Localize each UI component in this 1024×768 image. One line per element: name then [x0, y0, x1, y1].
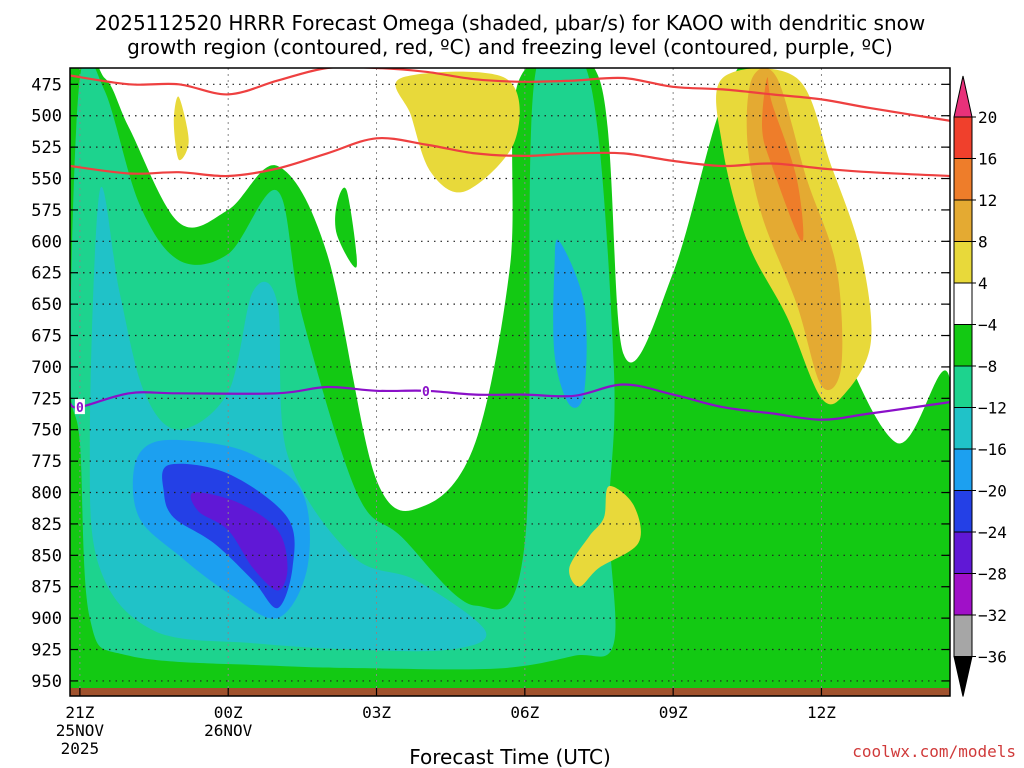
freezing-level-contour: [70, 383, 950, 421]
omega-region-12: [335, 187, 357, 268]
omega-shaded-regions: [70, 68, 950, 696]
colorbar-label-11: −28: [978, 565, 1007, 584]
chart-title-line-2: growth region (contoured, red, ºC) and f…: [127, 35, 893, 59]
colorbar-segment-13: [953, 614, 973, 657]
x-axis-label: Forecast Time (UTC): [409, 745, 611, 768]
colorbar: 20 16 12 8 4 −4 −8 −12 −16 −20 −24 −28 −32 −36: [953, 75, 1007, 697]
y-tick-label-675: 675: [31, 327, 62, 347]
y-tick-label-525: 525: [31, 138, 62, 158]
colorbar-segment-9: [953, 448, 973, 491]
contour-lines: 00: [70, 68, 950, 421]
colorbar-top-arrow: [953, 75, 973, 118]
freezing-label-bg-1: [420, 382, 431, 398]
colorbar-label-12: −32: [978, 606, 1007, 625]
y-tick-label-575: 575: [31, 201, 62, 221]
colorbar-segment-1: [953, 116, 973, 159]
dgz-contour-lower: [70, 136, 950, 178]
x-tick-label-0-1: 26NOV: [204, 721, 253, 740]
x-tick-label--3-1: 25NOV: [56, 721, 105, 740]
colorbar-label-3: 8: [978, 233, 988, 252]
colorbar-label-2: 12: [978, 191, 997, 210]
colorbar-label-13: −36: [978, 648, 1007, 667]
y-tick-label-625: 625: [31, 264, 62, 284]
colorbar-segment-3: [953, 199, 973, 242]
omega-region-6: [553, 239, 587, 408]
colorbar-label-0: 20: [978, 108, 997, 127]
colorbar-label-5: −4: [978, 316, 997, 335]
colorbar-label-4: 4: [978, 274, 988, 293]
y-tick-label-950: 950: [31, 672, 62, 692]
colorbar-segment-4: [953, 241, 973, 284]
x-tick-label-0-0: 00Z: [214, 703, 243, 722]
freezing-label-bg-0: [74, 399, 85, 415]
y-tick-label-925: 925: [31, 641, 62, 661]
y-tick-label-800: 800: [31, 484, 62, 504]
omega-region-11: [569, 485, 641, 587]
colorbar-segment-10: [953, 490, 973, 533]
y-tick-label-850: 850: [31, 546, 62, 566]
x-tick-label--3-0: 21Z: [65, 703, 94, 722]
freezing-label-0: 0: [76, 401, 84, 416]
y-tick-label-725: 725: [31, 389, 62, 409]
grid-lines: [70, 68, 950, 696]
chart-title-line-1: 2025112520 HRRR Forecast Omega (shaded, …: [95, 11, 925, 35]
y-tick-label-900: 900: [31, 609, 62, 629]
plot-frame: [69, 67, 951, 697]
colorbar-segment-12: [953, 573, 973, 616]
y-tick-label-600: 600: [31, 232, 62, 252]
y-tick-label-700: 700: [31, 358, 62, 378]
omega-region-13: [173, 96, 189, 161]
colorbar-segment-7: [953, 365, 973, 408]
y-tick-label-825: 825: [31, 515, 62, 535]
x-tick-label-6-0: 06Z: [510, 703, 539, 722]
y-tick-label-500: 500: [31, 107, 62, 127]
terrain-ground: [70, 688, 950, 696]
x-tick-label--3-2: 2025: [61, 739, 100, 758]
colorbar-segment-2: [953, 158, 973, 201]
omega-region-10: [395, 71, 520, 193]
credit-text: coolwx.com/models: [852, 742, 1016, 761]
colorbar-segment-8: [953, 407, 973, 450]
colorbar-label-1: 16: [978, 150, 997, 169]
y-axis: 950 925 900 875 850 825 800 775 750 725 700 675 650 6…: [31, 75, 950, 692]
colorbar-label-9: −20: [978, 482, 1007, 501]
colorbar-label-6: −8: [978, 357, 997, 376]
y-tick-label-550: 550: [31, 170, 62, 190]
colorbar-label-10: −24: [978, 523, 1007, 542]
colorbar-bottom-arrow: [953, 656, 973, 697]
colorbar-segment-6: [953, 324, 973, 367]
y-tick-label-650: 650: [31, 295, 62, 315]
colorbar-label-7: −12: [978, 399, 1007, 418]
y-tick-label-775: 775: [31, 452, 62, 472]
x-tick-label-12-0: 12Z: [807, 703, 836, 722]
colorbar-label-8: −16: [978, 440, 1007, 459]
y-tick-label-750: 750: [31, 421, 62, 441]
colorbar-segment-11: [953, 531, 973, 574]
freezing-label-1: 0: [422, 385, 430, 400]
x-tick-label-9-0: 09Z: [659, 703, 688, 722]
y-tick-label-475: 475: [31, 75, 62, 95]
omega-region-9: [761, 77, 804, 242]
colorbar-segment-5: [953, 282, 973, 325]
y-tick-label-875: 875: [31, 578, 62, 598]
omega-region-5: [190, 492, 288, 591]
x-tick-label-3-0: 03Z: [362, 703, 391, 722]
dgz-contour-upper: [70, 68, 950, 122]
